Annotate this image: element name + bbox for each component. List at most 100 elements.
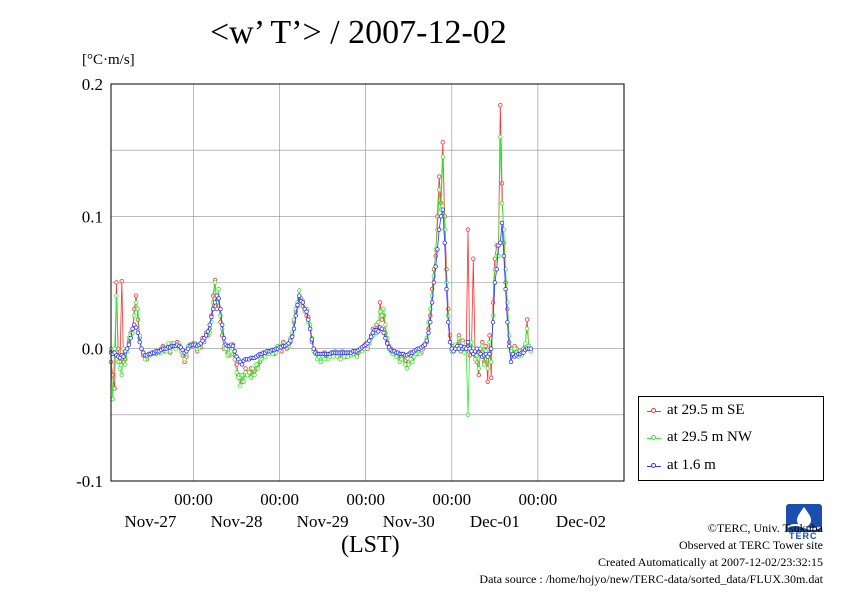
data-point: [205, 329, 211, 334]
data-point: [318, 359, 323, 365]
data-point: [494, 267, 499, 272]
data-point: [429, 300, 435, 305]
data-point: [481, 362, 487, 367]
series-2: [108, 207, 533, 367]
y-tick-label: 0.0: [82, 340, 103, 359]
chart-legend: at 29.5 m SE at 29.5 m NW at 1.6 m: [638, 396, 824, 481]
data-point: [216, 286, 221, 292]
data-point: [243, 366, 248, 371]
data-point: [508, 359, 514, 365]
data-point: [394, 354, 399, 359]
data-point: [132, 313, 137, 318]
data-point: [489, 375, 494, 380]
data-point: [422, 342, 428, 347]
data-point: [300, 300, 306, 305]
y-tick-label: 0.1: [82, 207, 103, 226]
footer-copyright: ©TERC, Univ. Tsukuba: [707, 521, 823, 535]
x-tick-time-label: 00:00: [174, 490, 213, 509]
data-point: [499, 181, 505, 186]
data-point: [489, 346, 494, 351]
data-point: [492, 280, 498, 285]
x-tick-time-label: 00:00: [346, 490, 385, 509]
data-point: [524, 317, 530, 322]
chart-grid: [111, 84, 624, 481]
legend-item-low: at 1.6 m: [647, 457, 716, 474]
data-point: [304, 309, 309, 314]
data-point: [437, 174, 442, 179]
data-point: [424, 338, 429, 343]
data-point: [338, 357, 343, 362]
data-point: [139, 346, 144, 351]
data-point: [167, 349, 173, 354]
data-point: [203, 333, 209, 338]
data-point: [135, 317, 141, 322]
data-point: [133, 293, 139, 298]
data-point: [112, 346, 117, 351]
data-point: [307, 326, 313, 331]
data-point: [331, 354, 336, 359]
data-point: [499, 220, 505, 226]
data-point: [499, 200, 505, 206]
data-point: [133, 325, 139, 330]
data-point: [438, 214, 444, 219]
data-point: [259, 357, 264, 362]
data-point: [381, 330, 386, 335]
data-point: [239, 372, 245, 378]
data-point: [130, 326, 135, 331]
data-point: [124, 346, 130, 351]
chart-series: [108, 102, 533, 417]
data-point: [250, 366, 255, 371]
data-point: [426, 330, 431, 335]
data-point: [236, 375, 241, 380]
series-line: [110, 136, 532, 415]
data-point: [126, 342, 132, 347]
plot-frame: [110, 83, 625, 482]
data-point: [465, 412, 471, 417]
x-day-label: Nov-28: [211, 512, 263, 531]
data-point: [428, 320, 433, 325]
data-point: [133, 300, 139, 305]
data-point: [487, 351, 492, 357]
data-point: [290, 334, 295, 339]
data-point: [232, 349, 237, 354]
data-point: [440, 139, 445, 145]
data-point: [485, 366, 490, 371]
data-point: [404, 366, 410, 371]
data-point: [429, 293, 435, 298]
data-point: [528, 346, 533, 351]
data-point: [291, 326, 297, 331]
logo-text: TERC: [789, 531, 818, 541]
data-point: [385, 341, 390, 346]
data-point: [368, 334, 374, 339]
data-point: [255, 366, 261, 371]
x-tick-time-label: 00:00: [432, 490, 471, 509]
data-point: [490, 320, 496, 325]
data-point: [237, 383, 243, 388]
data-point: [117, 366, 123, 371]
data-point: [210, 293, 216, 298]
data-point: [135, 330, 141, 335]
legend-item-se: at 29.5 m SE: [647, 402, 745, 419]
data-point: [216, 296, 221, 301]
data-point: [219, 322, 225, 327]
data-point: [487, 339, 492, 345]
data-point: [119, 372, 124, 378]
chart-ticks: -0.1 0.0 0.1 0.2 00:00 00:00 00:00 00:00 00:00 No…: [76, 75, 606, 531]
x-tick-time-label: 00:00: [519, 490, 558, 509]
data-point: [248, 375, 254, 380]
data-point: [218, 313, 223, 318]
data-point: [207, 322, 212, 327]
data-point: [402, 362, 408, 367]
data-point: [503, 286, 508, 292]
data-point: [464, 346, 469, 351]
data-point: [471, 256, 476, 261]
data-point: [377, 309, 383, 314]
data-point: [383, 335, 388, 341]
data-point: [345, 354, 350, 359]
data-point: [462, 350, 467, 355]
data-point: [212, 300, 218, 305]
data-point: [381, 306, 386, 312]
data-point: [306, 317, 311, 322]
legend-label-nw: at 29.5 m NW: [667, 429, 752, 445]
data-point: [309, 337, 315, 342]
